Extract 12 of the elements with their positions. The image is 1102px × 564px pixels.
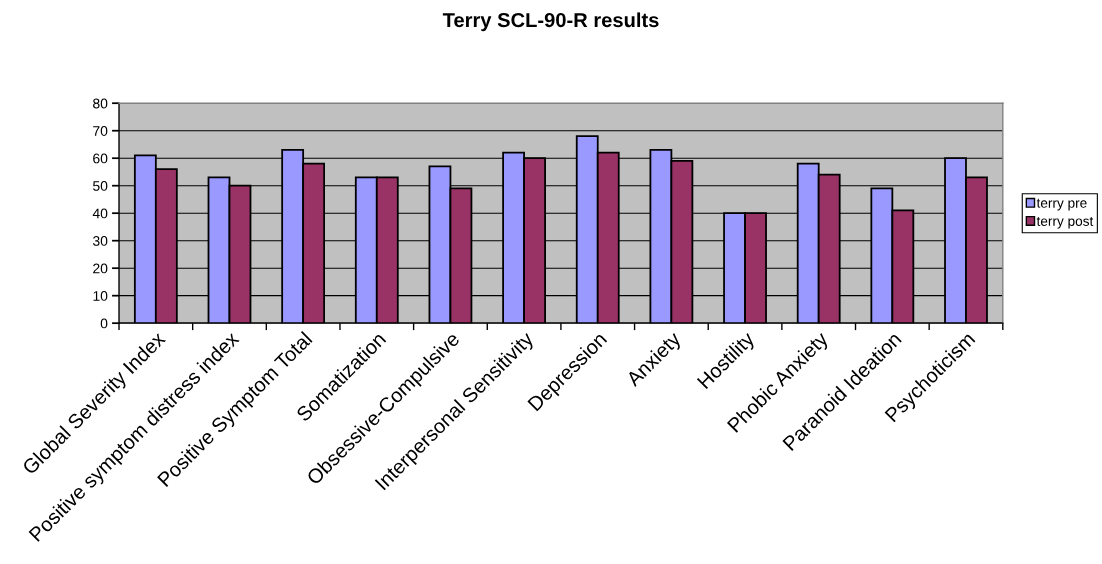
y-tick-label: 50 xyxy=(93,181,108,191)
y-tick-label: 60 xyxy=(93,153,108,164)
y-tick-label: 70 xyxy=(93,126,108,136)
y-tick-label: 20 xyxy=(93,263,108,274)
y-tick-label: 10 xyxy=(93,291,108,301)
legend-label: terry pre xyxy=(1036,198,1087,211)
chart-title: Terry SCL-90-R results xyxy=(442,12,659,32)
y-tick-label: 80 xyxy=(93,98,108,109)
legend-label: terry post xyxy=(1036,216,1094,229)
y-tick-label: 0 xyxy=(100,318,108,329)
y-tick-label: 30 xyxy=(92,236,108,246)
y-tick-label: 40 xyxy=(92,208,108,219)
